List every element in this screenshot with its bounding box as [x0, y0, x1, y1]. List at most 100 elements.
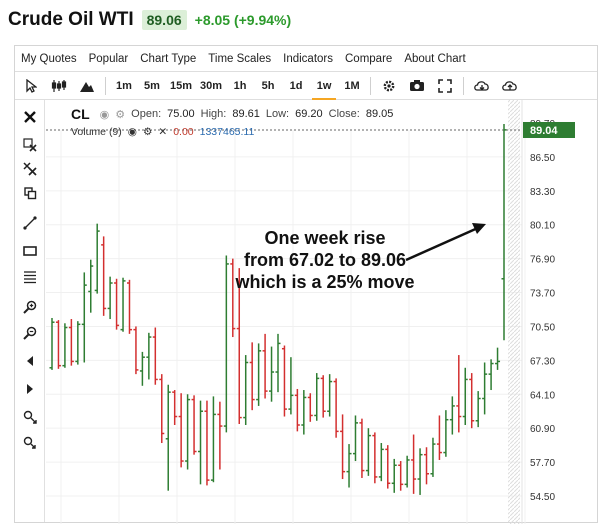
ohlc-bar [62, 323, 68, 368]
chart-scroll-strip [508, 100, 520, 524]
interval-1h[interactable]: 1h [233, 79, 247, 92]
volume-legend: Volume (9) ◉ ⚙ ✕ 0.00 1337465.11 [71, 126, 254, 138]
y-tick-label: 60.90 [530, 424, 555, 435]
cloud-upload-icon[interactable] [500, 75, 520, 97]
interval-30m[interactable]: 30m [200, 79, 223, 92]
fibonacci-icon[interactable] [21, 268, 39, 286]
current-price-label-bg [523, 121, 575, 138]
menu-about-chart[interactable]: About Chart [404, 52, 466, 65]
legend-close-label: Close: [328, 108, 360, 120]
ohlc-bar [107, 276, 113, 320]
copy-icon[interactable] [21, 184, 39, 202]
ohlc-bar [449, 396, 455, 435]
gear-icon[interactable]: ⚙ [142, 126, 153, 138]
ohlc-bar [126, 279, 132, 334]
delete-drawing-icon[interactable] [21, 136, 39, 154]
ohlc-bar [469, 373, 475, 429]
eye-icon[interactable]: ◉ [99, 108, 110, 121]
ohlc-bar [81, 272, 87, 363]
volume-value-blue: 1337465.11 [199, 126, 255, 138]
gear-icon[interactable] [379, 75, 399, 97]
ohlc-bar [398, 461, 404, 491]
chart-menu-bar: My Quotes Popular Chart Type Time Scales… [15, 46, 597, 72]
interval-5h[interactable]: 5h [261, 79, 275, 92]
legend-open-value: 75.00 [167, 108, 195, 120]
ohlc-bar [359, 418, 365, 478]
legend-low-label: Low: [265, 108, 290, 120]
trendline-icon[interactable] [21, 214, 39, 232]
ohlc-bar [120, 277, 126, 332]
ohlc-bar [411, 434, 417, 494]
volume-value-red: 0.00 [173, 126, 194, 138]
camera-icon[interactable] [407, 75, 427, 97]
shrink-icon[interactable] [21, 434, 39, 452]
y-tick-label: 64.10 [530, 390, 555, 401]
mountain-icon[interactable] [77, 75, 97, 97]
cloud-download-icon[interactable] [472, 75, 492, 97]
ohlc-bar [198, 400, 204, 485]
scroll-left-icon[interactable] [21, 352, 39, 370]
ohlc-bar [495, 347, 501, 370]
annotation-line-1: One week rise [264, 228, 386, 248]
remove-all-icon[interactable] [21, 160, 39, 178]
menu-my-quotes[interactable]: My Quotes [21, 52, 77, 65]
ohlc-bar [346, 444, 352, 488]
ohlc-bar [430, 437, 436, 477]
zoom-in-icon[interactable] [21, 298, 39, 316]
ohlc-bar [404, 455, 410, 488]
eye-icon[interactable]: ◉ [127, 126, 137, 138]
ohlc-bar [294, 388, 300, 432]
ohlc-bar [191, 395, 197, 455]
menu-indicators[interactable]: Indicators [283, 52, 333, 65]
interval-5m[interactable]: 5m [144, 79, 160, 92]
y-tick-label: 80.10 [530, 221, 555, 232]
chart-area[interactable]: 89.7086.5083.3080.1076.9073.7070.5067.30… [46, 100, 599, 524]
ohlc-bar [391, 458, 397, 493]
scroll-right-icon[interactable] [21, 380, 39, 398]
ohlc-bar [249, 342, 255, 411]
legend-open-label: Open: [131, 108, 162, 120]
ohlc-bar [372, 432, 378, 484]
chart-toolbar: 1m 5m 15m 30m 1h 5h 1d 1w 1M [15, 72, 597, 100]
fullscreen-icon[interactable] [435, 75, 455, 97]
ohlc-bar [378, 443, 384, 482]
close-icon[interactable] [21, 108, 39, 126]
ohlc-bar [172, 390, 178, 426]
ohlc-bar [256, 343, 262, 406]
rectangle-icon[interactable] [21, 242, 39, 260]
zoom-out-icon[interactable] [21, 324, 39, 342]
ohlc-bar [482, 362, 488, 415]
ohlc-bar [301, 390, 307, 435]
close-icon[interactable]: ✕ [158, 126, 168, 138]
y-tick-label: 57.70 [530, 458, 555, 469]
ohlc-bar [424, 447, 430, 485]
legend-symbol: CL [71, 106, 90, 122]
price-change: +8.05 (+9.94%) [194, 12, 292, 28]
ohlc-bar [68, 319, 74, 366]
interval-1w[interactable]: 1w [312, 75, 337, 100]
ohlc-bar [475, 391, 481, 428]
current-price-label: 89.04 [530, 125, 558, 137]
menu-time-scales[interactable]: Time Scales [208, 52, 272, 65]
ohlc-bar [210, 396, 216, 483]
ohlc-bar [443, 410, 449, 457]
ohlc-bar [275, 333, 281, 393]
interval-1M[interactable]: 1M [344, 79, 360, 92]
quote-header: Crude Oil WTI 89.06 +8.05 (+9.94%) [8, 6, 291, 34]
interval-1d[interactable]: 1d [289, 79, 303, 92]
ohlc-bar [101, 236, 107, 316]
ohlc-bar [88, 259, 94, 313]
expand-icon[interactable] [21, 408, 39, 426]
menu-compare[interactable]: Compare [345, 52, 393, 65]
ohlc-bar [230, 258, 236, 338]
cursor-icon[interactable] [21, 75, 41, 97]
interval-15m[interactable]: 15m [170, 79, 193, 92]
legend-low-value: 69.20 [295, 108, 323, 120]
candles-icon[interactable] [49, 75, 69, 97]
menu-popular[interactable]: Popular [88, 52, 129, 65]
gear-icon[interactable]: ⚙ [115, 108, 126, 121]
menu-chart-type[interactable]: Chart Type [140, 52, 197, 65]
price-chart[interactable]: 89.7086.5083.3080.1076.9073.7070.5067.30… [46, 100, 599, 524]
ohlc-bar [340, 414, 346, 480]
interval-1m[interactable]: 1m [116, 79, 132, 92]
